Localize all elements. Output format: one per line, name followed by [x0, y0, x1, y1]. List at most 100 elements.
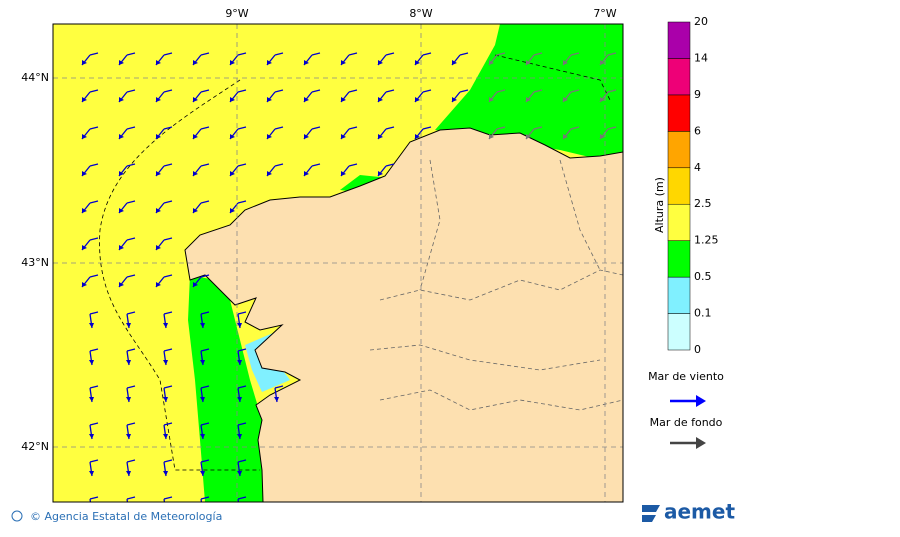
wind-arrow [89, 496, 99, 502]
wind-arrow-head [163, 434, 168, 439]
lon-label: 8°W [409, 7, 432, 20]
wind-arrow-head [200, 397, 205, 402]
wind-arrow-head [200, 434, 205, 439]
wind-arrow [237, 496, 247, 502]
wind-arrow [163, 496, 173, 502]
wind-arrow-head [237, 434, 242, 439]
colorbar-label: 0.1 [694, 307, 712, 320]
wind-arrow-head [89, 434, 94, 439]
wind-arrow-head [267, 171, 272, 176]
wind-arrow-head [200, 360, 205, 365]
wind-arrow [126, 496, 136, 502]
wind-arrow-head [89, 397, 94, 402]
wind-arrow-head [126, 323, 131, 328]
wind-arrow-head [600, 97, 605, 102]
wind-arrow-head [341, 134, 346, 139]
credit: © Agencia Estatal de Meteorología [30, 510, 222, 523]
wind-arrow-head [267, 97, 272, 102]
wind-arrow-head [526, 60, 531, 65]
wind-arrow-head [200, 323, 205, 328]
wind-arrow-head [526, 97, 531, 102]
lon-label: 9°W [225, 7, 248, 20]
map-frame [52, 23, 624, 503]
wind-arrow-head [193, 171, 198, 176]
wind-arrow-head [489, 97, 494, 102]
wind-arrow-head [341, 97, 346, 102]
wind-arrow-head [119, 282, 124, 287]
colorbar-label: 9 [694, 88, 701, 101]
wind-arrow-head [163, 471, 168, 476]
colorbar-label: 6 [694, 124, 701, 137]
wind-arrow-head [230, 60, 235, 65]
wind-arrow-head [378, 171, 383, 176]
colorbar-label: 2.5 [694, 197, 712, 210]
wind-arrow-head [237, 471, 242, 476]
legend-arrow [696, 395, 706, 407]
wind-arrow-head [82, 60, 87, 65]
colorbar-label: 20 [694, 15, 708, 28]
legend-arrow [696, 437, 706, 449]
wind-arrow-head [156, 245, 161, 250]
wind-arrow-head [237, 397, 242, 402]
wind-arrow-head [237, 360, 242, 365]
wind-arrow-head [452, 97, 457, 102]
wind-arrow-head [415, 134, 420, 139]
wind-arrow-head [341, 171, 346, 176]
wind-arrow-head [126, 397, 131, 402]
wind-arrow-head [126, 471, 131, 476]
wind-arrow-head [193, 208, 198, 213]
wind-arrow-head [563, 134, 568, 139]
wind-arrow-head [563, 60, 568, 65]
wind-arrow-head [237, 323, 242, 328]
wind-arrow-head [89, 471, 94, 476]
wind-arrow-head [82, 97, 87, 102]
colorbar-title: Altura (m) [653, 177, 666, 233]
colorbar: 0 0.1 0.5 1.25 2.5 4 6 9 14 20 [667, 15, 719, 356]
wind-arrow-head [119, 208, 124, 213]
wind-arrow-head [230, 208, 235, 213]
wind-arrow-head [230, 171, 235, 176]
wind-arrow-head [193, 282, 198, 287]
lat-label: 43°N [21, 256, 49, 269]
legend-label: Mar de fondo [650, 416, 723, 429]
wind-arrow-head [82, 282, 87, 287]
wind-arrow-head [415, 60, 420, 65]
wind-arrow-head [230, 134, 235, 139]
wind-arrow-head [156, 171, 161, 176]
colorbar-segment [667, 21, 691, 59]
wind-arrow-head [119, 60, 124, 65]
wind-arrow-head [82, 208, 87, 213]
wind-arrow-head [304, 60, 309, 65]
wind-arrow-head [304, 97, 309, 102]
wind-arrow [200, 496, 210, 502]
wind-arrow-head [156, 282, 161, 287]
wind-arrow-head [489, 134, 494, 139]
wind-arrow-head [163, 397, 168, 402]
wind-arrow-head [267, 134, 272, 139]
wind-arrow-head [304, 134, 309, 139]
wind-arrow-head [156, 134, 161, 139]
wind-arrow-head [163, 360, 168, 365]
wind-arrow-head [89, 323, 94, 328]
colorbar-segment [667, 94, 691, 132]
wind-arrows [81, 52, 617, 502]
wind-arrow-head [378, 134, 383, 139]
credit-icon [11, 510, 23, 522]
wind-arrow-head [82, 171, 87, 176]
wind-arrow-head [267, 60, 272, 65]
wind-arrow-head [156, 60, 161, 65]
colorbar-label: 14 [694, 51, 708, 64]
logo: aemet [664, 500, 735, 524]
wind-arrow-head [489, 60, 494, 65]
map [53, 24, 623, 502]
sea-green [435, 24, 623, 165]
wind-arrow-head [526, 134, 531, 139]
wind-arrow-head [119, 171, 124, 176]
colorbar-segment [667, 58, 691, 96]
wind-arrow-head [82, 134, 87, 139]
colorbar-segment [667, 203, 691, 241]
lon-label: 7°W [593, 7, 616, 20]
legend-label: Mar de viento [648, 370, 724, 383]
wind-arrow-head [341, 60, 346, 65]
